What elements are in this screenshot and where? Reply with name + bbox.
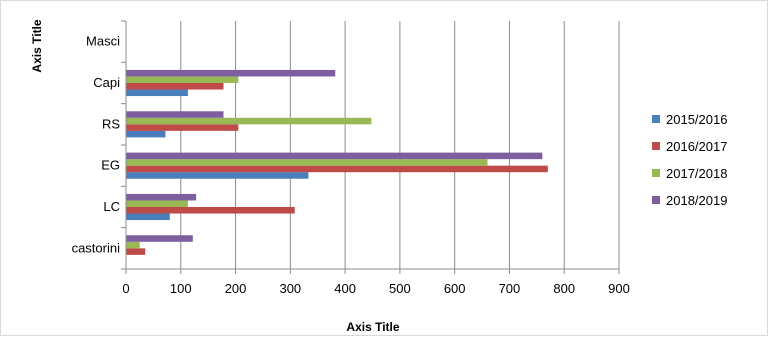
legend-swatch	[652, 142, 660, 150]
legend: 2015/2016 2016/2017 2017/2018 2018/2019	[652, 112, 727, 208]
y-category-label: RS	[102, 116, 120, 131]
bar	[126, 117, 372, 125]
bars	[126, 69, 548, 255]
bar	[126, 152, 543, 160]
x-axis-title: Axis Title	[346, 320, 399, 334]
bar	[126, 111, 224, 118]
x-tick-label: 800	[553, 281, 575, 296]
bar	[126, 207, 295, 214]
bar	[126, 248, 146, 255]
legend-swatch	[652, 169, 660, 177]
bar	[126, 235, 193, 242]
legend-swatch	[652, 115, 660, 123]
legend-label: 2018/2019	[666, 193, 727, 208]
y-category-label: Capi	[93, 75, 120, 90]
x-tick-label: 400	[334, 281, 356, 296]
bar	[126, 159, 488, 166]
bar	[126, 172, 309, 179]
bar	[126, 193, 197, 201]
bar	[126, 241, 140, 249]
y-axis-title: Axis Title	[30, 19, 44, 72]
bar	[126, 130, 166, 138]
x-tick-label: 200	[225, 281, 247, 296]
x-tick-label: 0	[122, 281, 129, 296]
legend-swatch	[652, 196, 660, 204]
x-tick-label: 300	[279, 281, 301, 296]
legend-label: 2017/2018	[666, 166, 727, 181]
y-category-label: castorini	[72, 240, 121, 255]
legend-label: 2016/2017	[666, 139, 727, 154]
tick-labels: 0 100 200 300 400 500 600 700 800 900 castorini LC E…	[72, 34, 630, 296]
bar	[126, 89, 188, 97]
x-tick-label: 900	[608, 281, 630, 296]
legend-label: 2015/2016	[666, 112, 727, 127]
bar	[126, 165, 548, 173]
x-tick-label: 100	[170, 281, 192, 296]
x-tick-label: 600	[444, 281, 466, 296]
bar	[126, 76, 239, 83]
x-tick-label: 700	[499, 281, 521, 296]
y-category-label: LC	[103, 199, 120, 214]
bar	[126, 69, 336, 77]
bar	[126, 83, 224, 90]
bar	[126, 124, 239, 131]
y-category-label: Masci	[86, 34, 120, 49]
gridlines	[180, 21, 620, 269]
axes	[121, 20, 620, 274]
y-category-label: EG	[101, 158, 120, 173]
bar	[126, 213, 170, 221]
x-tick-label: 500	[389, 281, 411, 296]
bar	[126, 200, 188, 207]
